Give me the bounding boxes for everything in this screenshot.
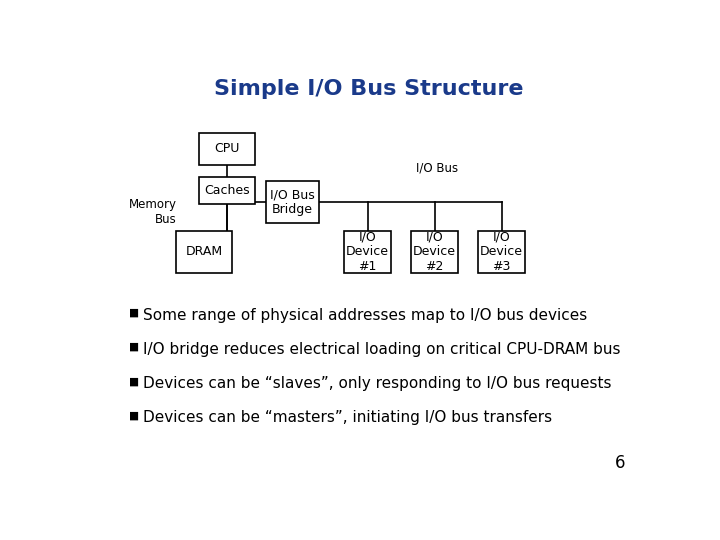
Bar xyxy=(411,231,458,273)
Text: I/O
Device
#2: I/O Device #2 xyxy=(413,231,456,273)
Text: CPU: CPU xyxy=(214,143,239,156)
Bar xyxy=(478,231,525,273)
Text: I/O Bus: I/O Bus xyxy=(416,162,459,175)
Bar xyxy=(199,177,255,204)
Text: Devices can be “masters”, initiating I/O bus transfers: Devices can be “masters”, initiating I/O… xyxy=(143,410,552,426)
Text: 6: 6 xyxy=(615,454,626,472)
Text: DRAM: DRAM xyxy=(186,245,223,259)
Text: Memory
Bus: Memory Bus xyxy=(128,198,176,226)
Bar xyxy=(176,231,233,273)
Bar xyxy=(344,231,392,273)
Text: I/O
Device
#1: I/O Device #1 xyxy=(346,231,389,273)
Text: ■: ■ xyxy=(129,308,139,318)
Text: ■: ■ xyxy=(129,410,139,420)
Text: I/O Bus
Bridge: I/O Bus Bridge xyxy=(270,188,315,216)
Text: ■: ■ xyxy=(129,342,139,352)
Text: I/O bridge reduces electrical loading on critical CPU-DRAM bus: I/O bridge reduces electrical loading on… xyxy=(143,342,621,357)
Text: ■: ■ xyxy=(129,376,139,386)
Text: Simple I/O Bus Structure: Simple I/O Bus Structure xyxy=(215,79,523,99)
Text: Caches: Caches xyxy=(204,184,250,197)
Bar xyxy=(199,133,255,165)
Text: Some range of physical addresses map to I/O bus devices: Some range of physical addresses map to … xyxy=(143,308,588,323)
Bar xyxy=(266,181,319,223)
Text: Devices can be “slaves”, only responding to I/O bus requests: Devices can be “slaves”, only responding… xyxy=(143,376,611,392)
Text: I/O
Device
#3: I/O Device #3 xyxy=(480,231,523,273)
